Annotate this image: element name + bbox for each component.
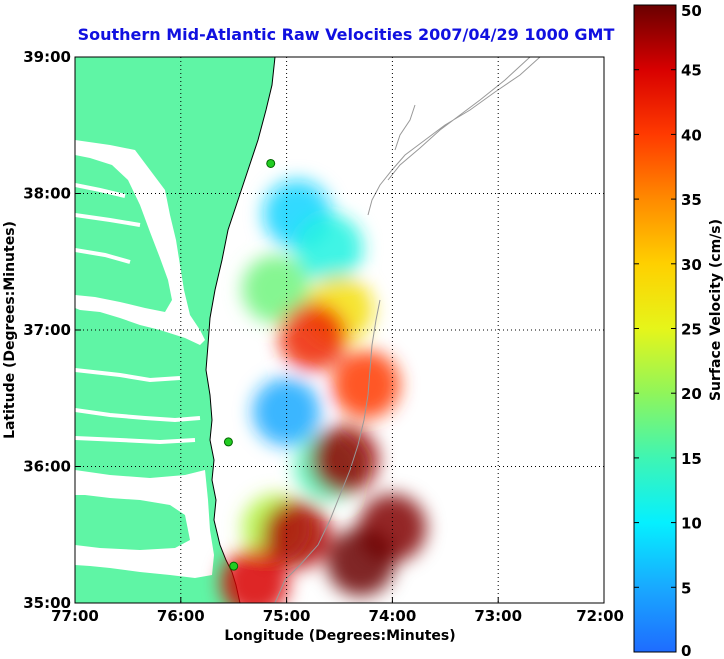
river-inlets — [75, 183, 201, 445]
station-marker-2 — [223, 437, 233, 447]
y-axis-label: Latitude (Degrees:Minutes) — [2, 221, 18, 439]
y-tick-label: 36:00 — [23, 458, 71, 476]
x-axis-label: Longitude (Degrees:Minutes) — [224, 628, 455, 644]
bathymetry-contour — [274, 57, 541, 603]
y-axis-ticks: 39:00 38:00 37:00 36:00 35:00 — [23, 48, 71, 612]
colorbar-tick-label: 25 — [681, 321, 702, 339]
velocity-region-14 — [220, 548, 289, 603]
station-marker-3 — [229, 561, 239, 571]
plot-frame — [74, 56, 605, 604]
sound-waters — [75, 470, 214, 578]
station-marker-1 — [266, 158, 276, 168]
colorbar-gradient — [633, 4, 677, 653]
chesapeake-bay — [75, 140, 205, 345]
x-axis-ticks: 77:00 76:00 75:00 74:00 73:00 72:00 — [51, 607, 624, 625]
y-tick-label: 39:00 — [23, 48, 71, 66]
x-tick-label: 72:00 — [576, 607, 624, 625]
x-tick-label: 73:00 — [474, 607, 522, 625]
x-tick-label: 76:00 — [157, 607, 205, 625]
colorbar-tick-label: 50 — [681, 2, 702, 20]
colorbar-tick-label: 35 — [681, 191, 702, 209]
x-tick-label: 74:00 — [369, 607, 417, 625]
velocity-field — [220, 179, 427, 603]
colorbar-tick-label: 5 — [681, 579, 691, 597]
velocity-region-9 — [331, 350, 400, 419]
colorbar-tick-label: 30 — [681, 256, 702, 274]
velocity-region-3 — [242, 255, 311, 324]
velocity-region-8 — [310, 425, 379, 494]
velocity-region-11 — [263, 500, 332, 569]
x-tick-label: 77:00 — [51, 607, 99, 625]
velocity-region-13 — [326, 528, 395, 597]
velocity-region-6 — [252, 377, 321, 446]
y-tick-label: 35:00 — [23, 594, 71, 612]
chart-title: Southern Mid-Atlantic Raw Velocities 200… — [78, 25, 615, 44]
y-tick-label: 37:00 — [23, 321, 71, 339]
gridlines — [74, 56, 605, 604]
colorbar-tick-label: 10 — [681, 515, 702, 533]
y-tick-label: 38:00 — [23, 185, 71, 203]
station-markers — [223, 158, 276, 571]
colorbar-tick-label: 45 — [681, 62, 702, 80]
plot-area — [74, 56, 605, 604]
colorbar-tick-label: 40 — [681, 126, 702, 144]
colorbar-tick-label: 15 — [681, 450, 702, 468]
velocity-region-5 — [279, 302, 348, 371]
coastline — [205, 57, 276, 603]
velocity-region-2 — [294, 214, 363, 283]
colorbar-label: Surface Velocity (cm/s) — [708, 219, 724, 401]
x-tick-label: 75:00 — [263, 607, 311, 625]
colorbar-tick-label: 0 — [681, 642, 691, 659]
colorbar-tick-label: 20 — [681, 385, 702, 403]
